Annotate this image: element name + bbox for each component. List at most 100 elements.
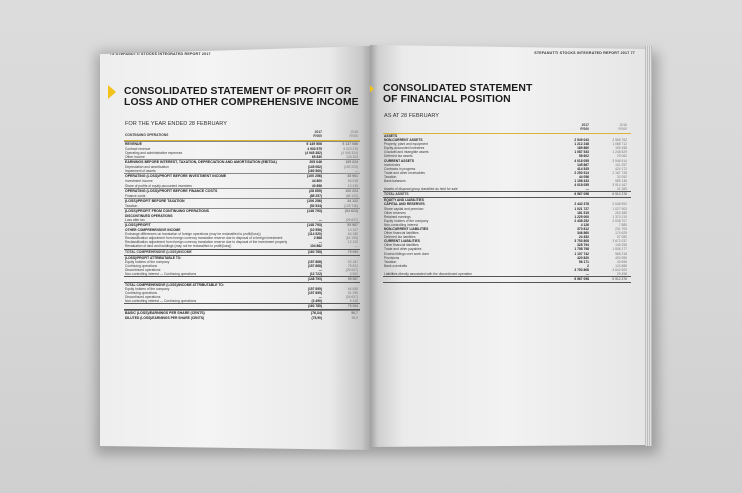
value-2017: (12 722) <box>309 271 322 276</box>
value-2016: 263 385 <box>615 210 627 215</box>
value-2016: 985 136 <box>615 179 627 184</box>
table-row: Revaluation of land and buildings (may n… <box>124 244 360 248</box>
row-label: Continuing operations <box>125 263 158 268</box>
row-label: Depreciation and amortisation <box>125 165 169 170</box>
row-label: Taxation <box>125 203 138 208</box>
row-label: Property, plant and equipment <box>384 142 428 147</box>
table-row: Discontinued operations — (26 637) <box>124 268 360 272</box>
value-2017: (157 868) <box>307 259 322 264</box>
row-label: Equity holders of the company <box>125 259 170 264</box>
value-2016: 55 987 <box>347 276 358 281</box>
table-row: CAPITAL AND RESERVES 2 442 378 2 648 592 <box>383 202 631 206</box>
page-stack-edge <box>645 46 652 446</box>
value-2016: 3 642 509 <box>612 267 627 272</box>
row-label: NON-CURRENT ASSETS <box>384 138 423 143</box>
table-row: Continuing operations (157 868) 78 824 <box>124 264 360 268</box>
row-label: EARNINGS BEFORE INTEREST, TAXATION, DEPR… <box>125 160 277 165</box>
row-label: CURRENT LIABILITIES <box>384 239 420 244</box>
table-row: (LOSS)/PROFIT (148 793) 55 987 <box>124 222 360 228</box>
value-2017: 328 794 <box>577 243 589 248</box>
row-label: Taxation <box>384 259 397 264</box>
value-2016: 55,9 <box>351 316 358 321</box>
table-row: Other income 65 830 126 324 <box>124 155 360 159</box>
row-label: BASIC (LOSS)/EARNINGS PER SHARE (CENTS) <box>125 311 205 316</box>
value-2017: 4 018 055 <box>574 183 589 188</box>
row-label: CAPITAL AND RESERVES <box>384 202 425 207</box>
value-2016: 78 824 <box>347 263 358 268</box>
table-row: Retained earnings 1 225 000 1 370 219 <box>383 215 631 219</box>
value-2017: 1 758 798 <box>574 247 589 252</box>
row-label: (LOSS)/PROFIT <box>125 223 151 228</box>
value-2016: 2 648 592 <box>612 202 627 207</box>
table-row: Bank overdrafts 2 124 888 <box>383 264 631 268</box>
value-2016: 6 512 276 <box>612 192 627 197</box>
value-2016: 56,7 <box>351 311 358 316</box>
value-2016: 3 672 037 <box>612 239 627 244</box>
table-row: (LOSS)/PROFIT BEFORE TAXATION (106 256) 34… <box>124 197 360 204</box>
table-row: OTHER COMPREHENSIVE INCOME (10 556) 14 107 <box>124 228 360 232</box>
col-2017: 2017 R'000 <box>580 123 589 131</box>
value-2016: 5 436 <box>349 299 358 304</box>
table-row: Investment income 44 800 54 018 <box>124 179 360 183</box>
value-2016: 64 658 <box>347 287 358 292</box>
value-2016: (26 637) <box>345 267 358 272</box>
value-2017: 346 860 <box>577 231 589 236</box>
row-label: (LOSS)/PROFIT BEFORE TAXATION <box>125 198 185 203</box>
table-row: Taxation 44 056 32 092 <box>383 175 631 179</box>
value-2016: — <box>354 244 358 249</box>
value-2016: — <box>354 169 358 174</box>
running-header: STEFANUTTI STOCKS INTEGRATED REPORT 2017… <box>534 51 635 55</box>
table-row: Deferred tax assets 58 602 29 062 <box>383 154 631 158</box>
table-row: DILUTED (LOSS)/EARNINGS PER SHARE (CENTS… <box>124 316 360 320</box>
value-2016: 64 185 <box>347 232 358 237</box>
value-2017: (76,34) <box>310 311 322 316</box>
page-title: CONSOLIDATED STATEMENT OF FINANCIAL POSI… <box>383 83 533 105</box>
value-2017: (148 793) <box>307 208 322 213</box>
value-2016: 100 224 <box>345 188 358 193</box>
table-row: REVENUE 5 149 506 5 137 086 <box>124 141 360 147</box>
table-row: OPERATING (LOSS)/PROFIT BEFORE INVESTMEN… <box>124 173 360 179</box>
value-2016: 231 709 <box>615 226 627 231</box>
table-row: Excess billings over work done 1 107 742 9… <box>383 252 631 256</box>
value-2016: 424 172 <box>615 166 627 171</box>
value-2017: 145 867 <box>577 162 589 167</box>
value-2017: (148 793) <box>307 276 322 281</box>
value-2016: 1 370 219 <box>612 214 627 219</box>
value-2016: 174 629 <box>615 231 627 236</box>
row-label: Discontinued operations <box>125 295 161 300</box>
table-row: Equity-accounted investees 189 860 189 458 <box>383 146 631 150</box>
table-row: Inventories 145 867 101 297 <box>383 163 631 167</box>
value-2016: 2 187 728 <box>612 170 627 175</box>
column-header: CONTINUING OPERATIONS 2017 R'000 2016 R'… <box>124 130 360 141</box>
value-2016: 10 245 <box>347 183 358 188</box>
value-2017: 1 158 433 <box>574 179 589 184</box>
value-2016: (94 624) <box>344 208 358 213</box>
value-2016: 2 565 762 <box>612 138 627 143</box>
accent-arrow-icon <box>108 85 116 99</box>
table-row: EARNINGS BEFORE INTEREST, TAXATION, DEPR… <box>124 159 360 165</box>
value-2016: 29 498 <box>616 272 627 276</box>
row-label: Operating and administrative expenses <box>125 151 183 156</box>
table-row: 6 567 098 6 512 276 <box>383 276 631 284</box>
row-label: Excess billings over work done <box>384 251 430 256</box>
col-2016: 2016 R'000 <box>618 123 627 131</box>
value-2016: 40 696 <box>616 259 627 264</box>
value-2017: 2 868 <box>313 236 322 241</box>
value-2016: 189 458 <box>615 146 627 151</box>
table-row: NON-CURRENT ASSETS 2 549 043 2 565 762 <box>383 138 631 142</box>
table-row: ASSETS <box>383 134 631 138</box>
value-2017: 205 046 <box>309 160 322 165</box>
value-2017: (28 659) <box>308 188 322 193</box>
row-label: Share capital and premium <box>384 206 424 211</box>
table-row: Continuing operations (157 895) 91 295 <box>124 291 360 295</box>
table-row: Other reserves 181 515 263 385 <box>383 211 631 215</box>
value-2016: 35 961 <box>347 174 358 179</box>
row-label: Taxation <box>384 174 397 179</box>
row-label: Share of profits of equity-accounted inv… <box>125 183 192 188</box>
value-2016: (4 946 324) <box>341 151 358 156</box>
page-subtitle: AS AT 28 FEBRUARY <box>384 113 440 119</box>
value-2017: 1 107 742 <box>574 251 589 256</box>
table-row: Trade and other payables 1 758 798 1 806 1… <box>383 247 631 251</box>
value-2017: (157 895) <box>307 291 322 296</box>
value-2017: 181 515 <box>577 210 589 215</box>
